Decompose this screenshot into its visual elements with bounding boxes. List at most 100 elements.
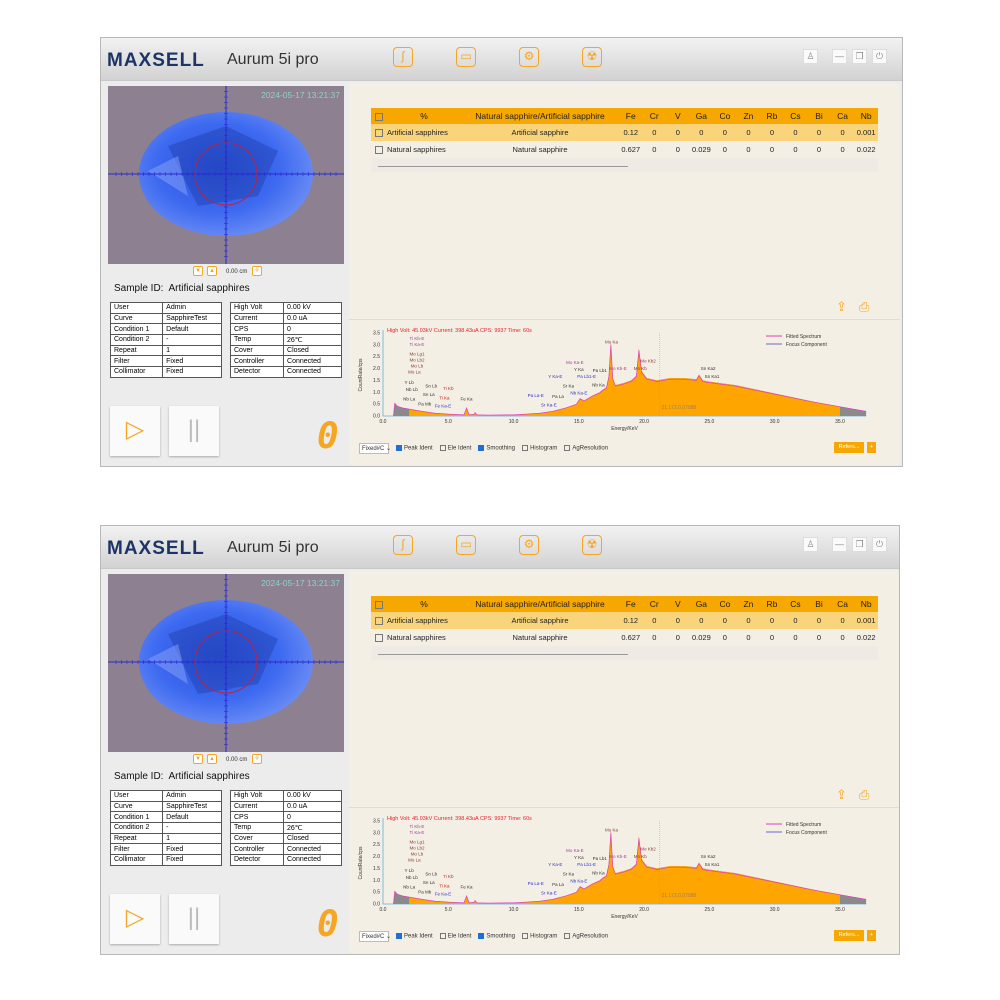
checkbox-box[interactable] (522, 933, 529, 940)
row-checkbox[interactable] (375, 617, 383, 625)
horizontal-scrollbar-track[interactable] (371, 158, 878, 172)
power-button[interactable]: ⏻ (872, 49, 887, 64)
add-button[interactable]: + (867, 930, 876, 941)
result-row[interactable]: Artificial sapphires Artificial sapphire 0… (371, 612, 878, 629)
option-checkbox[interactable]: AgResolution (564, 933, 608, 940)
add-button[interactable]: + (867, 442, 876, 453)
column-header[interactable]: Natural sapphire/Artificial sapphire (461, 596, 619, 612)
result-row[interactable]: Artificial sapphires Artificial sapphire 0… (371, 124, 878, 141)
column-header[interactable]: Bi (807, 108, 831, 124)
spectrum-chart[interactable]: 0.0 0.5 1.0 1.5 2.0 2.5 3.0 3.5 0.0 5.0 10.0 15.0 20… (356, 814, 896, 929)
open-folder-button[interactable]: ▭ (456, 47, 476, 67)
option-checkbox[interactable]: Histogram (522, 445, 557, 452)
row-checkbox-cell (371, 629, 387, 646)
row-checkbox[interactable] (375, 129, 383, 137)
print-button[interactable]: ⎙ (859, 787, 869, 803)
column-header[interactable]: Fe (619, 108, 643, 124)
print-button[interactable]: ⎙ (859, 299, 869, 315)
row-checkbox[interactable] (375, 634, 383, 642)
column-header[interactable]: Ca (830, 108, 855, 124)
checkbox-box[interactable] (439, 445, 446, 452)
result-row[interactable]: Natural sapphires Natural sapphire 0.627 0 0… (371, 141, 878, 158)
column-header[interactable]: Ca (830, 596, 855, 612)
option-checkbox[interactable]: Histogram (522, 933, 557, 940)
checkbox-box[interactable] (522, 445, 529, 452)
column-header[interactable]: Bi (807, 596, 831, 612)
mode-select[interactable]: Fixed#C ⌄ (359, 443, 391, 454)
horizontal-scrollbar[interactable] (378, 166, 628, 167)
column-header[interactable]: Ga (689, 596, 714, 612)
column-header[interactable]: Nb (854, 108, 878, 124)
center-button[interactable]: ✛ (252, 266, 262, 276)
option-checkbox[interactable]: Ele Ident (439, 933, 471, 940)
curve-button[interactable]: ∫ (393, 47, 413, 67)
column-header[interactable]: Co (713, 596, 737, 612)
row-checkbox[interactable] (375, 146, 383, 154)
move-down-button[interactable]: ▼ (193, 754, 203, 764)
column-header[interactable]: Nb (854, 596, 878, 612)
option-checkbox[interactable]: Ele Ident (439, 445, 471, 452)
refers-button[interactable]: Refers... (834, 930, 864, 941)
settings-button[interactable]: ⚙ (519, 47, 539, 67)
open-folder-button[interactable]: ▭ (456, 535, 476, 555)
radiation-button[interactable]: ☢ (582, 47, 602, 67)
column-header[interactable]: Co (713, 108, 737, 124)
export-button[interactable]: ⇪ (836, 299, 847, 315)
column-header[interactable]: Natural sapphire/Artificial sapphire (461, 108, 619, 124)
horizontal-scrollbar[interactable] (378, 654, 628, 655)
user-button[interactable]: ♙ (803, 537, 818, 552)
checkbox-box[interactable] (478, 445, 485, 452)
column-header[interactable]: Cr (642, 108, 667, 124)
move-up-button[interactable]: ▲ (207, 266, 217, 276)
column-header[interactable]: Zn (736, 108, 761, 124)
pause-button[interactable]: || (169, 406, 219, 456)
column-header[interactable]: V (666, 108, 690, 124)
column-header[interactable]: Cs (783, 596, 808, 612)
option-checkbox[interactable]: Smoothing (478, 445, 515, 452)
column-header[interactable]: % (387, 596, 461, 612)
option-checkbox[interactable]: Smoothing (478, 933, 515, 940)
column-header[interactable]: Cs (783, 108, 808, 124)
pause-button[interactable]: || (169, 894, 219, 944)
column-header[interactable]: V (666, 596, 690, 612)
spectrum-chart[interactable]: 0.0 0.5 1.0 1.5 2.0 2.5 3.0 3.5 0.0 5.0 10.0 15.0 20… (356, 326, 896, 441)
restore-button[interactable]: ❐ (852, 49, 867, 64)
option-checkbox[interactable]: AgResolution (564, 445, 608, 452)
mode-select[interactable]: Fixed#C ⌄ (359, 931, 391, 942)
select-all-checkbox[interactable] (375, 600, 383, 609)
checkbox-box[interactable] (564, 933, 571, 940)
radiation-button[interactable]: ☢ (582, 535, 602, 555)
curve-button[interactable]: ∫ (393, 535, 413, 555)
select-all-checkbox[interactable] (375, 112, 383, 121)
column-header[interactable]: Rb (760, 596, 784, 612)
restore-button[interactable]: ❐ (852, 537, 867, 552)
option-checkbox[interactable]: Peak Ident (396, 933, 433, 940)
checkbox-box[interactable] (439, 933, 446, 940)
column-header[interactable]: Cr (642, 596, 667, 612)
refers-button[interactable]: Refers... (834, 442, 864, 453)
x-tick-label: 15.0 (574, 419, 584, 425)
option-checkbox[interactable]: Peak Ident (396, 445, 433, 452)
center-button[interactable]: ✛ (252, 754, 262, 764)
minimize-button[interactable]: — (832, 537, 847, 552)
move-up-button[interactable]: ▲ (207, 754, 217, 764)
start-button[interactable]: ▷ (110, 894, 160, 944)
column-header[interactable]: Zn (736, 596, 761, 612)
column-header[interactable]: Rb (760, 108, 784, 124)
settings-button[interactable]: ⚙ (519, 535, 539, 555)
result-row[interactable]: Natural sapphires Natural sapphire 0.627 0 0… (371, 629, 878, 646)
export-button[interactable]: ⇪ (836, 787, 847, 803)
checkbox-box[interactable] (478, 933, 485, 940)
horizontal-scrollbar-track[interactable] (371, 646, 878, 660)
move-down-button[interactable]: ▼ (193, 266, 203, 276)
checkbox-box[interactable] (396, 933, 402, 940)
start-button[interactable]: ▷ (110, 406, 160, 456)
checkbox-box[interactable] (396, 445, 402, 452)
checkbox-box[interactable] (564, 445, 571, 452)
column-header[interactable]: % (387, 108, 461, 124)
column-header[interactable]: Ga (689, 108, 714, 124)
minimize-button[interactable]: — (832, 49, 847, 64)
column-header[interactable]: Fe (619, 596, 643, 612)
user-button[interactable]: ♙ (803, 49, 818, 64)
power-button[interactable]: ⏻ (872, 537, 887, 552)
